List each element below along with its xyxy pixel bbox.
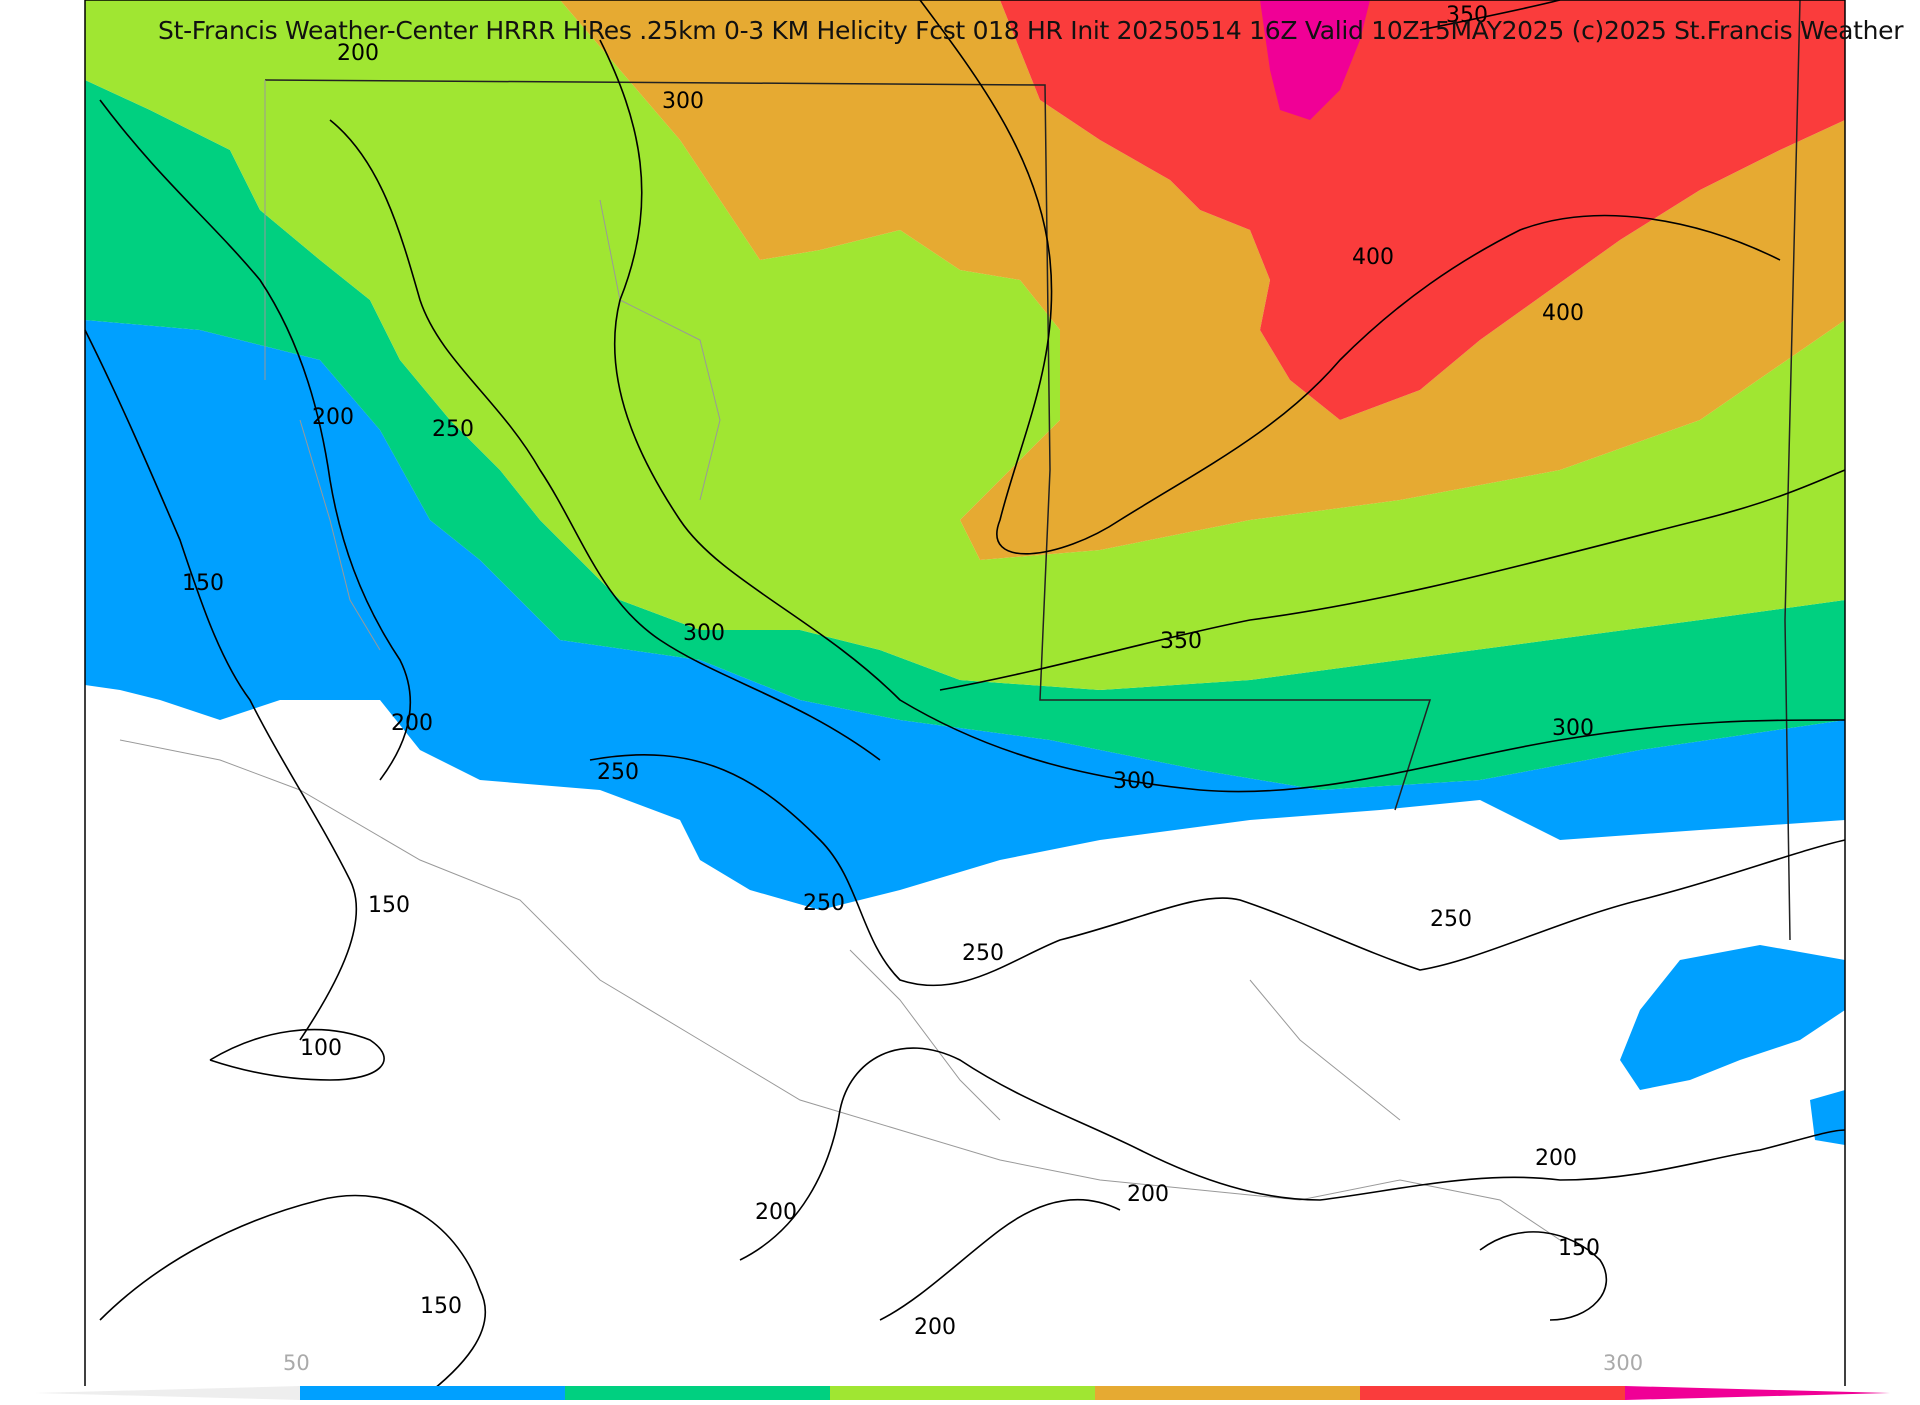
contour-label: 200 — [1127, 1182, 1169, 1207]
band-250 — [85, 0, 1845, 690]
band-150-patch — [1620, 945, 1845, 1090]
contour-label: 100 — [300, 1036, 342, 1061]
contour-label: 350 — [1446, 3, 1488, 28]
helicity-contours — [84, 0, 1846, 1401]
colorbar: 50 300 — [35, 1351, 1895, 1400]
contour-labels: 350 200 300 400 400 200 250 150 300 350 … — [182, 3, 1600, 1340]
contour-label: 200 — [312, 405, 354, 430]
contour-250-north — [329, 119, 881, 761]
contour-label: 250 — [597, 760, 639, 785]
contour-label: 200 — [391, 711, 433, 736]
colorbar-segment-150 — [300, 1386, 565, 1400]
contour-label: 250 — [803, 891, 845, 916]
contour-150-west — [84, 329, 358, 1041]
contour-label: 200 — [755, 1200, 797, 1225]
political-boundaries — [119, 0, 1801, 1241]
helicity-fill-bands — [85, 0, 1845, 1145]
contour-label: 150 — [182, 571, 224, 596]
contour-label: 250 — [962, 941, 1004, 966]
band-350 — [1000, 0, 1845, 420]
map-title: St-Francis Weather-Center HRRR HiRes .25… — [158, 16, 1904, 45]
contour-label: 400 — [1352, 245, 1394, 270]
contour-label: 300 — [662, 89, 704, 114]
contour-label: 400 — [1542, 301, 1584, 326]
contour-label: 150 — [368, 893, 410, 918]
contour-100 — [209, 1028, 385, 1081]
colorbar-segment-250 — [830, 1386, 1095, 1400]
colorbar-segment-300 — [1095, 1386, 1360, 1400]
colorbar-extend-high — [1625, 1386, 1890, 1400]
contour-label: 200 — [337, 41, 379, 66]
contour-label: 200 — [1535, 1146, 1577, 1171]
contour-label: 350 — [1160, 629, 1202, 654]
contour-label: 300 — [1552, 716, 1594, 741]
contour-label: 300 — [683, 621, 725, 646]
contour-200-west — [99, 99, 412, 781]
contour-150-southwest — [99, 1194, 486, 1401]
contour-350-top — [1419, 0, 1561, 31]
colorbar-extend-low — [35, 1386, 300, 1400]
contour-label: 200 — [914, 1315, 956, 1340]
colorbar-segment-200 — [565, 1386, 830, 1400]
contour-400-north — [919, 0, 1781, 555]
contour-200-south — [739, 1047, 1846, 1261]
contour-350-east — [939, 469, 1846, 691]
contour-300-mid — [599, 39, 1846, 793]
colorbar-segment-350 — [1360, 1386, 1625, 1400]
contour-label: 300 — [1113, 769, 1155, 794]
contour-200-bottom — [879, 1198, 1121, 1321]
colorbar-label-low: 50 — [283, 1351, 310, 1375]
colorbar-label-high: 300 — [1603, 1351, 1643, 1375]
contour-label: 250 — [432, 417, 474, 442]
contour-label: 150 — [1558, 1236, 1600, 1261]
band-300 — [560, 0, 1845, 560]
band-150 — [85, 320, 1845, 910]
contour-label: 150 — [420, 1294, 462, 1319]
band-200 — [85, 80, 1845, 790]
contour-150-se — [1479, 1231, 1607, 1321]
contour-label: 250 — [1430, 907, 1472, 932]
contour-250-south — [589, 753, 1846, 987]
band-400 — [1260, 0, 1370, 120]
